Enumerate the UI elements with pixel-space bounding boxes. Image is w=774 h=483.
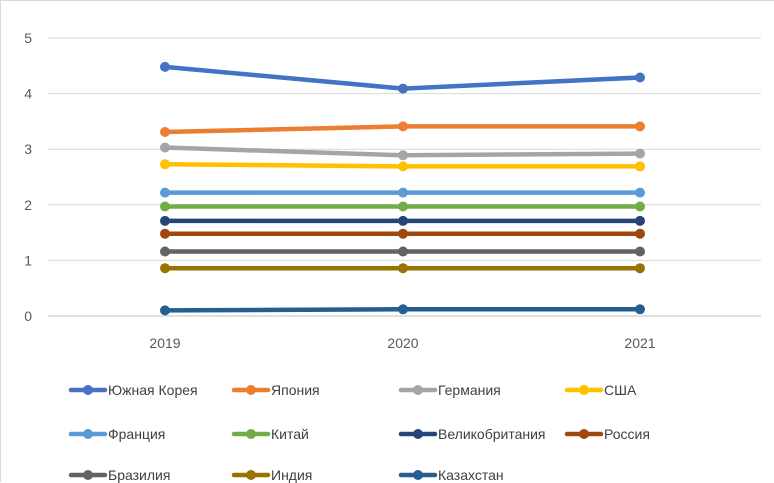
- legend-label: Франция: [108, 426, 165, 442]
- gridlines: [48, 37, 761, 317]
- data-point: [398, 161, 408, 172]
- data-point: [398, 83, 408, 94]
- legend-label: Япония: [271, 382, 320, 398]
- data-point: [635, 148, 645, 159]
- data-point: [398, 150, 408, 161]
- data-point: [635, 121, 645, 132]
- data-point: [635, 215, 645, 226]
- legend-item: Япония: [231, 382, 320, 398]
- legend-swatch-marker: [246, 385, 256, 395]
- data-point: [160, 142, 170, 153]
- y-tick-label: 5: [24, 30, 32, 46]
- data-point: [635, 201, 645, 212]
- legend-label: Бразилия: [108, 467, 170, 483]
- legend-item: Казахстан: [398, 467, 504, 483]
- data-point: [635, 228, 645, 239]
- legend-swatch-marker: [83, 385, 93, 395]
- data-point: [160, 159, 170, 170]
- x-tick-label: 2021: [624, 335, 655, 351]
- legend-label: Великобритания: [438, 426, 546, 442]
- series-Индия: [160, 263, 645, 274]
- legend-item: Великобритания: [398, 426, 546, 442]
- data-point: [398, 121, 408, 132]
- y-tick-label: 1: [24, 252, 32, 268]
- series-group: [160, 61, 645, 316]
- series-Южная Корея: [160, 61, 645, 94]
- legend-label: Россия: [604, 426, 650, 442]
- data-point: [635, 161, 645, 172]
- y-tick-label: 3: [24, 141, 32, 157]
- data-point: [398, 187, 408, 198]
- data-point: [398, 228, 408, 239]
- series-США: [160, 159, 645, 172]
- data-point: [635, 246, 645, 257]
- series-Великобритания: [160, 215, 645, 226]
- legend-label: Южная Корея: [108, 382, 198, 398]
- series-Бразилия: [160, 246, 645, 257]
- legend-swatch-marker: [83, 429, 93, 439]
- x-tick-label: 2020: [387, 335, 418, 351]
- legend-label: Германия: [438, 382, 501, 398]
- legend-swatch-marker: [413, 470, 423, 480]
- x-tick-label: 2019: [149, 335, 180, 351]
- legend-label: Казахстан: [438, 467, 504, 483]
- legend-swatch-marker: [246, 429, 256, 439]
- legend-item: Китай: [231, 426, 309, 442]
- legend-swatch-marker: [413, 429, 423, 439]
- legend-swatch-marker: [83, 470, 93, 480]
- y-tick-label: 2: [24, 197, 32, 213]
- series-Германия: [160, 142, 645, 161]
- data-point: [635, 304, 645, 315]
- data-point: [635, 263, 645, 274]
- legend-swatch-marker: [579, 385, 589, 395]
- legend-item: Южная Корея: [68, 382, 198, 398]
- legend-item: Франция: [68, 426, 165, 442]
- data-point: [398, 263, 408, 274]
- legend-swatch-marker: [413, 385, 423, 395]
- data-point: [398, 304, 408, 315]
- legend-label: США: [604, 382, 637, 398]
- legend-item: США: [564, 382, 637, 398]
- legend-label: Китай: [271, 426, 309, 442]
- data-point: [398, 246, 408, 257]
- legend-swatch-marker: [579, 429, 589, 439]
- data-point: [160, 305, 170, 316]
- series-Россия: [160, 228, 645, 239]
- data-point: [160, 187, 170, 198]
- data-point: [160, 127, 170, 137]
- series-Казахстан: [160, 304, 645, 316]
- data-point: [398, 201, 408, 212]
- data-point: [160, 246, 170, 257]
- y-tick-label: 0: [24, 308, 32, 324]
- data-point: [398, 215, 408, 226]
- data-point: [160, 263, 170, 274]
- legend-swatch-marker: [246, 470, 256, 480]
- data-point: [160, 201, 170, 212]
- data-point: [635, 187, 645, 198]
- data-point: [160, 228, 170, 239]
- series-Франция: [160, 187, 645, 198]
- data-point: [160, 61, 170, 72]
- data-point: [160, 215, 170, 226]
- legend-item: Индия: [231, 467, 312, 483]
- legend-item: Бразилия: [68, 467, 170, 483]
- legend: Южная Корея Япония Германия США Франция Китай…: [68, 382, 650, 483]
- data-point: [635, 72, 645, 83]
- y-tick-label: 4: [24, 86, 32, 102]
- legend-item: Германия: [398, 382, 501, 398]
- series-Китай: [160, 201, 645, 212]
- legend-item: Россия: [564, 426, 650, 442]
- series-Япония: [160, 121, 645, 137]
- legend-label: Индия: [271, 467, 312, 483]
